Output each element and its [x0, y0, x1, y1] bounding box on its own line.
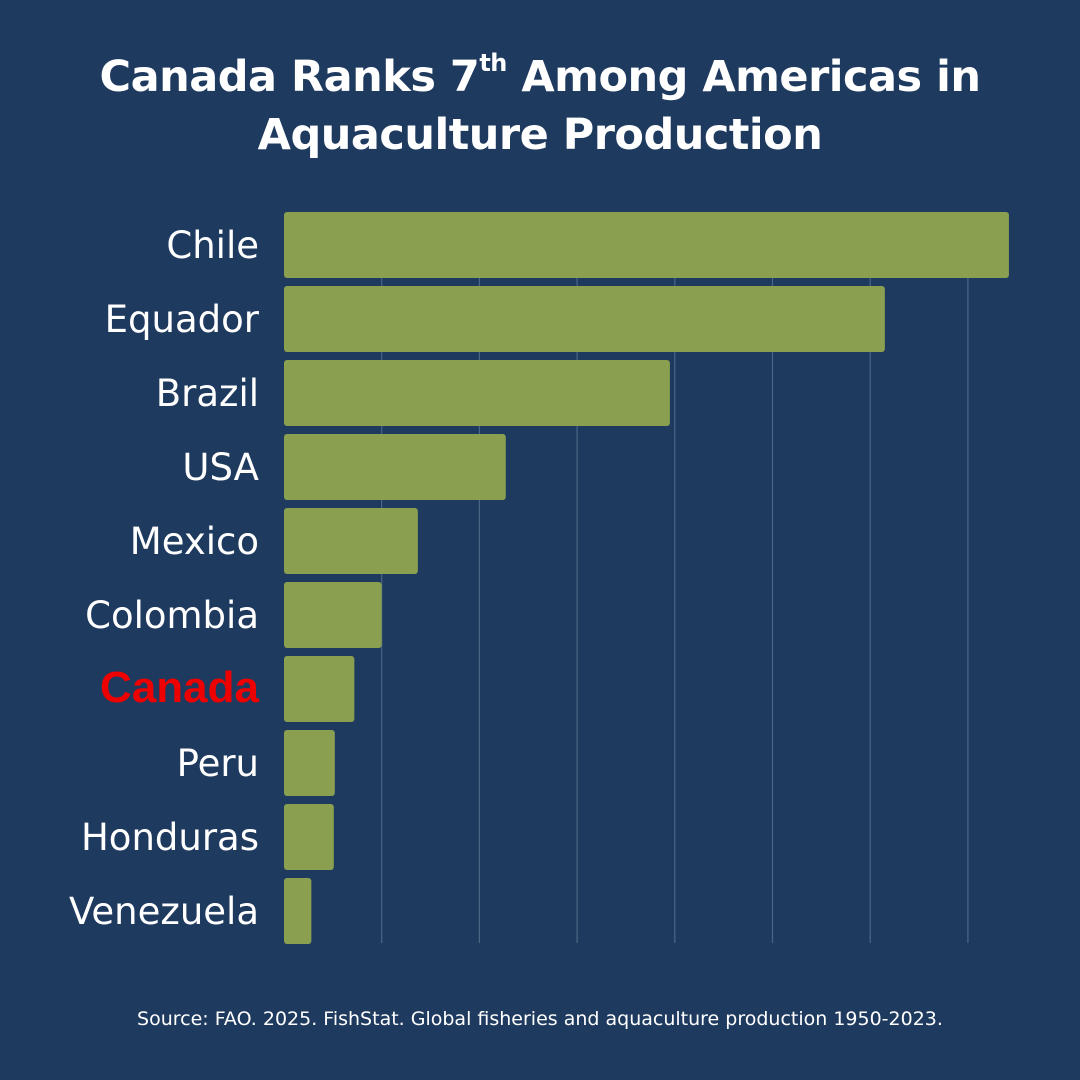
bar-equador — [284, 286, 885, 352]
category-label-colombia: Colombia — [85, 594, 259, 637]
category-label-venezuela: Venezuela — [69, 890, 259, 933]
title-line2: Aquaculture Production — [257, 110, 823, 160]
category-label-chile: Chile — [166, 224, 259, 267]
bar-venezuela — [284, 878, 312, 944]
page-title: Canada Ranks 7th Among Americas in Aquac… — [0, 48, 1080, 164]
category-label-brazil: Brazil — [156, 372, 259, 415]
title-ordinal-suffix: th — [479, 49, 507, 77]
bar-honduras — [284, 804, 334, 870]
title-line1-post: Among Americas in — [506, 52, 981, 102]
bar-usa — [284, 434, 506, 500]
category-label-canada: Canada — [100, 663, 259, 712]
category-label-usa: USA — [182, 446, 259, 489]
category-label-honduras: Honduras — [81, 816, 259, 859]
title-line1-pre: Canada Ranks 7 — [99, 52, 480, 102]
category-label-peru: Peru — [177, 742, 259, 785]
category-label-mexico: Mexico — [130, 520, 259, 563]
category-label-equador: Equador — [105, 298, 260, 341]
bar-colombia — [284, 582, 382, 648]
bar-chile — [284, 212, 1009, 278]
bar-peru — [284, 730, 335, 796]
source-note: Source: FAO. 2025. FishStat. Global fish… — [137, 1008, 943, 1030]
bar-brazil — [284, 360, 670, 426]
bar-mexico — [284, 508, 418, 574]
bar-canada — [284, 656, 355, 722]
